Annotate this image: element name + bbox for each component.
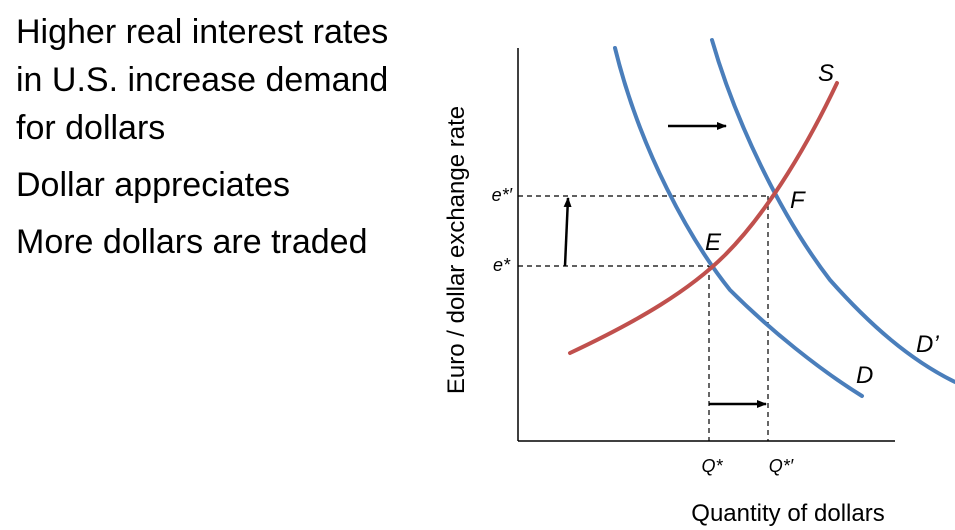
bullet-list: Higher real interest rates in U.S. incre… <box>16 8 416 275</box>
point-e-label: E <box>705 229 722 256</box>
demand-curve-shifted <box>710 38 955 384</box>
supply-label: S <box>818 60 834 87</box>
bullet-demand-increase: Higher real interest rates in U.S. incre… <box>16 13 389 147</box>
supply-curve <box>568 81 839 355</box>
bullet-more-traded: More dollars are traded <box>16 223 368 261</box>
demand-shifted-label: D’ <box>916 331 939 358</box>
q-star-prime-label: Q*′ <box>769 456 794 476</box>
bullet-dollar-appreciates: Dollar appreciates <box>16 166 291 204</box>
demand-label: D <box>856 362 873 389</box>
rate-rise-arrow <box>563 197 572 267</box>
e-star-prime-label: e*′ <box>492 185 513 205</box>
demand-curve <box>613 46 864 398</box>
y-axis-title: Euro / dollar exchange rate <box>443 106 470 394</box>
q-star-label: Q* <box>701 456 723 476</box>
e-star-label: e* <box>493 255 511 275</box>
point-f-label: F <box>790 187 806 214</box>
x-axis-title: Quantity of dollars <box>691 500 884 527</box>
